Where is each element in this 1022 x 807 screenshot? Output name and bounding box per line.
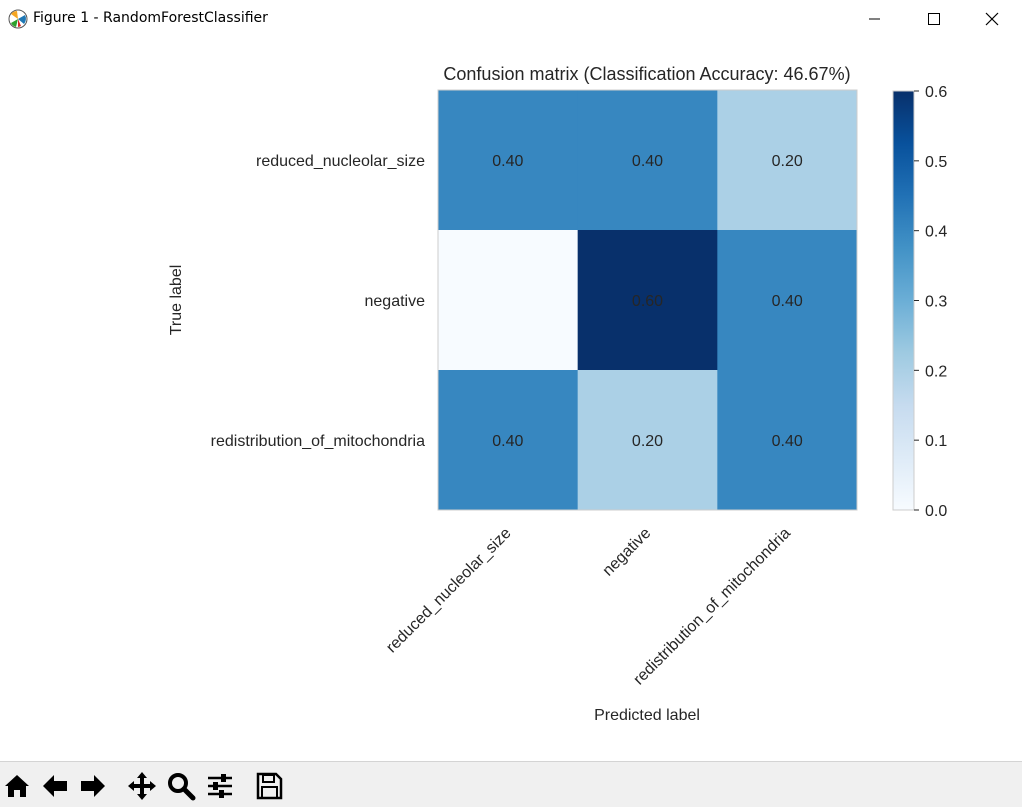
- zoom-magnifier-icon: [168, 773, 196, 801]
- heatmap-cell: [717, 90, 858, 231]
- x-tick-label: redistribution_of_mitochondria: [630, 525, 794, 689]
- y-tick-label: negative: [365, 293, 426, 310]
- heatmap-cell: [438, 230, 579, 371]
- colorbar-ticks: 0.0 0.1 0.2 0.3 0.4 0.5 0.6: [914, 84, 947, 520]
- colorbar-tick-label: 0.3: [925, 294, 947, 311]
- pan-button[interactable]: [127, 771, 157, 801]
- figure-canvas: Confusion matrix (Classification Accurac…: [168, 64, 947, 724]
- y-axis-label: True label: [168, 265, 185, 336]
- colorbar-tick-label: 0.1: [925, 433, 947, 450]
- y-tick-labels: reduced_nucleolar_size negative redistribu…: [211, 153, 425, 450]
- cell-value-label: 0.40: [772, 433, 803, 450]
- zoom-button[interactable]: [166, 771, 196, 801]
- forward-button[interactable]: [78, 771, 108, 801]
- heatmap-cell: [577, 230, 718, 371]
- maximize-button[interactable]: [904, 0, 962, 38]
- cell-value-label: 0.60: [632, 293, 663, 310]
- cell-value-label: 0.20: [632, 433, 663, 450]
- minimize-icon: [869, 18, 880, 20]
- cell-value-labels: 0.40 0.40 0.20 0.60 0.40 0.40 0.20 0.40: [492, 153, 803, 450]
- navigation-toolbar: [0, 761, 1022, 807]
- colorbar-tick-label: 0.2: [925, 363, 947, 380]
- x-axis-label: Predicted label: [594, 707, 700, 724]
- minimize-button[interactable]: [848, 0, 906, 38]
- cell-value-label: 0.40: [492, 433, 523, 450]
- heatmap-cell: [577, 370, 718, 511]
- x-tick-labels: reduced_nucleolar_size negativeredistribu…: [383, 525, 794, 689]
- heatmap-cells: [438, 90, 858, 511]
- x-tick-label: reduced_nucleolar_size: [383, 525, 515, 657]
- colorbar-tick-label: 0.6: [925, 84, 947, 101]
- save-button[interactable]: [254, 771, 284, 801]
- cell-value-label: 0.40: [772, 293, 803, 310]
- forward-arrow-icon: [81, 775, 105, 797]
- home-icon: [5, 775, 29, 797]
- matplotlib-logo-icon: [8, 9, 28, 29]
- heatmap-cell: [717, 230, 858, 371]
- heatmap-cell: [438, 370, 579, 511]
- x-tick-label: negative: [600, 525, 655, 580]
- y-tick-label: reduced_nucleolar_size: [256, 153, 425, 170]
- chart-title: Confusion matrix (Classification Accurac…: [443, 64, 850, 84]
- window-title: Figure 1 - RandomForestClassifier: [33, 10, 268, 26]
- maximize-icon: [928, 13, 940, 25]
- cell-value-label: 0.20: [772, 153, 803, 170]
- back-button[interactable]: [40, 771, 70, 801]
- close-button[interactable]: [962, 0, 1020, 38]
- cell-value-label: 0.40: [492, 153, 523, 170]
- heatmap-cell: [717, 370, 858, 511]
- home-button[interactable]: [2, 771, 32, 801]
- heatmap-cell: [438, 90, 579, 231]
- colorbar-tick-label: 0.4: [925, 224, 947, 241]
- colorbar-tick-label: 0.0: [925, 503, 947, 520]
- heatmap-cell: [577, 90, 718, 231]
- window-titlebar: Figure 1 - RandomForestClassifier: [0, 0, 1022, 38]
- heatmap-frame: [437, 89, 858, 511]
- save-floppy-icon: [256, 772, 283, 800]
- close-icon: [985, 12, 999, 26]
- configure-subplots-button[interactable]: [205, 771, 235, 801]
- configure-subplots-icon: [208, 774, 232, 798]
- back-arrow-icon: [43, 775, 67, 797]
- cell-value-label: 0.40: [632, 153, 663, 170]
- colorbar: [892, 90, 915, 511]
- y-tick-label: redistribution_of_mitochondria: [211, 433, 425, 450]
- pan-move-icon: [128, 772, 156, 800]
- colorbar-tick-label: 0.5: [925, 154, 947, 171]
